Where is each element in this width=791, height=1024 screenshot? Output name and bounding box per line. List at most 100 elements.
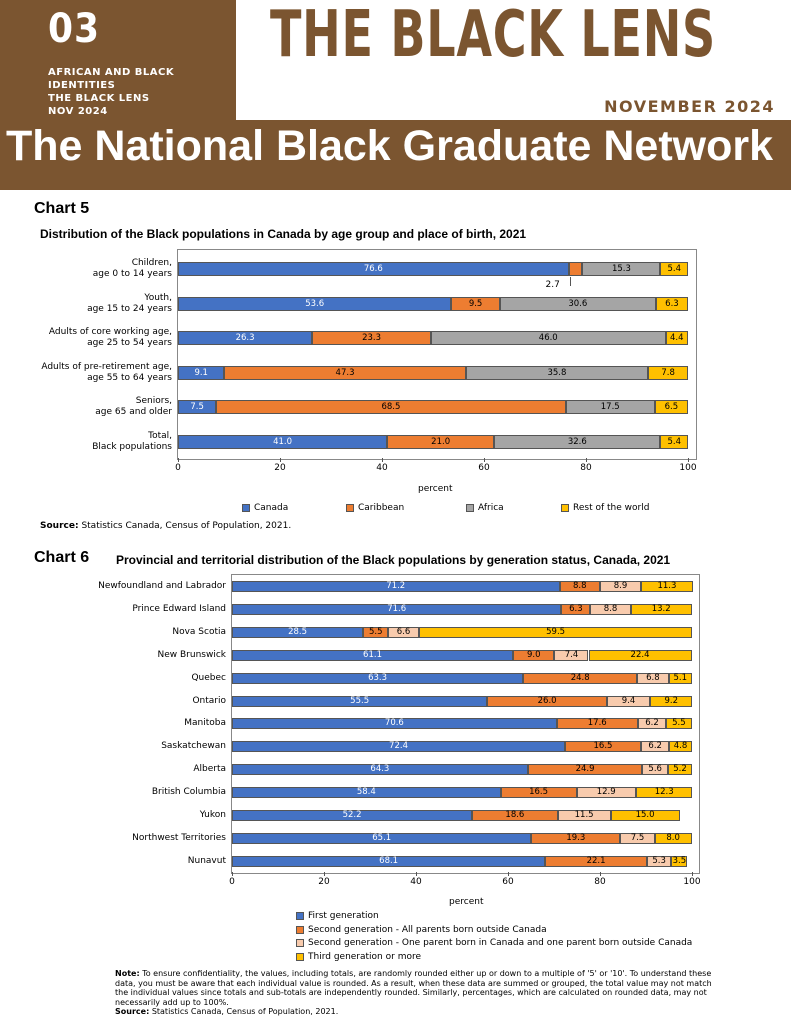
bar-segment: 24.8 [523,672,638,684]
legend-swatch [242,503,250,512]
chart5-title: Distribution of the Black populations in… [40,227,527,241]
x-tick-label: 40 [376,463,388,473]
legend-item: Second generation - One parent born in C… [296,938,692,948]
bar-segment: 7.8 [648,365,688,380]
bar-segment: 9.2 [650,695,693,707]
bar-segment: 28.5 [232,626,364,638]
bar-segment: 4.4 [665,331,688,345]
bar-segment: 8.8 [559,581,600,592]
legend-item: Caribbean [346,503,404,513]
issue-line: AFRICAN AND BLACK [48,67,175,78]
category-label: New Brunswick [157,649,226,660]
chart6-title: Provincial and territorial distribution … [116,553,671,567]
legend-item: Third generation or more [296,952,421,962]
bar-segment: 59.5 [418,626,693,638]
bar-segment: 41.0 [178,434,388,449]
legend-item: Rest of the world [561,503,649,513]
bar-segment: 61.1 [232,649,514,661]
bar-segment: 6.5 [654,400,688,414]
bar-segment: 21.0 [387,434,495,449]
bar-segment: 24.9 [527,764,643,776]
x-tick-label: 80 [580,463,592,473]
bar-segment: 7.5 [620,832,655,844]
legend-swatch [296,938,304,947]
bar-segment: 16.5 [500,787,577,799]
footnote: Note: To ensure confidentiality, the val… [115,969,715,1017]
bar-segment: 11.5 [557,810,611,821]
category-label: Youth, age 15 to 24 years [87,292,172,314]
category-label: Children, age 0 to 14 years [92,258,172,279]
bar-segment: 4.8 [669,741,692,753]
x-axis-title: percent [449,897,484,907]
x-tick-label: 80 [594,877,606,887]
bar-segment: 12.3 [635,787,693,799]
x-tick-label: 0 [229,877,235,887]
source-prefix: Source: [40,521,79,531]
banner-title: The National Black Graduate Network [6,122,774,170]
bar-segment: 5.5 [666,718,692,730]
source-text: Statistics Canada, Census of Population,… [151,1007,339,1016]
bar-segment: 5.4 [660,262,688,276]
bar-segment: 9.1 [178,365,225,380]
category-label: Northwest Territories [132,832,226,843]
bar-segment: 7.5 [178,400,217,414]
bar-segment: 70.6 [232,718,557,730]
x-tick-mark [484,458,485,462]
legend-item: Africa [466,503,504,513]
x-tick-mark [688,458,689,462]
x-tick-label: 20 [274,463,286,473]
note-text: To ensure confidentiality, the values, i… [115,969,712,1007]
bar-segment: 58.4 [232,787,501,799]
bar-segment: 5.2 [668,764,692,776]
bar-segment: 52.2 [232,810,473,821]
issue-panel: 03 AFRICAN AND BLACK IDENTITIES THE BLAC… [0,0,236,120]
bar-segment: 71.6 [232,603,562,615]
bar-segment: 5.4 [660,434,688,449]
x-tick-mark [232,872,233,876]
bar-segment: 18.6 [472,810,558,821]
callout-line [569,277,571,286]
category-label: Nunavut [187,855,226,866]
bar-segment: 15.0 [610,810,680,821]
plot-area [177,249,697,460]
x-tick-mark [586,458,587,462]
category-label: Ontario [192,695,226,706]
x-tick-label: 100 [683,877,701,887]
category-label: Yukon [199,810,226,820]
x-tick-mark [382,458,383,462]
bar-segment: 15.3 [582,262,661,276]
bar-segment: 9.0 [513,649,555,661]
bar-segment: 17.6 [556,718,638,730]
publication-date: NOVEMBER 2024 [604,97,775,116]
bar-segment: 11.3 [640,581,693,592]
bar-segment: 8.8 [590,603,631,615]
bar-segment: 9.5 [451,296,500,311]
legend-swatch [296,925,304,934]
category-label: Alberta [193,764,226,775]
banner: The National Black Graduate Network [0,120,791,190]
chart6-label: Chart 6 [34,549,90,566]
legend-item: First generation [296,911,379,921]
x-tick-mark [280,458,281,462]
legend-item: Second generation - All parents born out… [296,925,547,935]
bar-segment: 46.0 [430,331,666,345]
category-label: Quebec [191,672,226,683]
bar-segment: 26.3 [178,331,313,345]
bar-segment: 65.1 [232,832,532,844]
bar-segment: 6.8 [637,672,669,684]
x-tick-mark [178,458,179,462]
x-tick-label: 100 [679,463,697,473]
legend-label: Second generation - One parent born in C… [308,938,693,948]
bar-segment: 32.6 [494,434,661,449]
bar-segment: 13.2 [630,603,692,615]
legend-swatch [466,503,474,512]
bar-segment: 6.6 [388,626,419,638]
category-label: Nova Scotia [172,626,226,637]
chart5-source: Source: Statistics Canada, Census of Pop… [40,521,291,531]
category-label: Manitoba [184,718,226,729]
bar-segment: 17.5 [565,400,655,414]
bar-segment: 8.0 [654,832,692,844]
x-axis-title: percent [418,484,453,494]
legend-swatch [346,503,354,512]
bar-segment: 6.2 [637,718,667,730]
